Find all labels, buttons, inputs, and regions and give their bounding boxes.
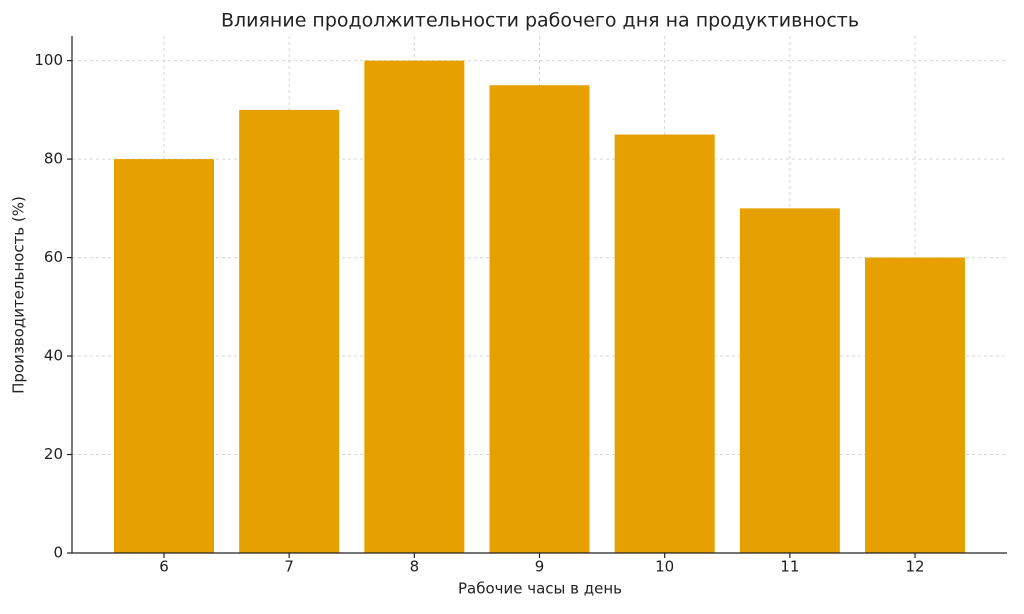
x-tick-label: 10	[655, 558, 674, 576]
bar	[489, 85, 590, 553]
x-tick-label: 8	[410, 558, 420, 576]
x-tick-label: 9	[535, 558, 545, 576]
y-tick-label: 20	[44, 445, 63, 463]
bar	[114, 159, 214, 553]
x-tick-label: 7	[284, 558, 294, 576]
y-tick-label: 80	[44, 150, 63, 168]
y-tick-label: 0	[53, 544, 63, 562]
bar	[739, 208, 840, 554]
x-axis-label: Рабочие часы в день	[458, 580, 622, 598]
chart-title: Влияние продолжительности рабочего дня н…	[221, 10, 859, 32]
x-tick-label: 12	[905, 558, 924, 576]
x-tick-label: 11	[780, 558, 799, 576]
x-tick-label: 6	[159, 558, 169, 576]
bar	[614, 134, 715, 553]
bar	[364, 60, 465, 553]
bar	[239, 109, 340, 553]
y-tick-label: 40	[44, 347, 63, 365]
y-axis-label: Производительность (%)	[10, 196, 28, 394]
bar	[865, 257, 966, 553]
y-tick-label: 60	[44, 248, 63, 266]
y-tick-label: 100	[34, 51, 63, 69]
